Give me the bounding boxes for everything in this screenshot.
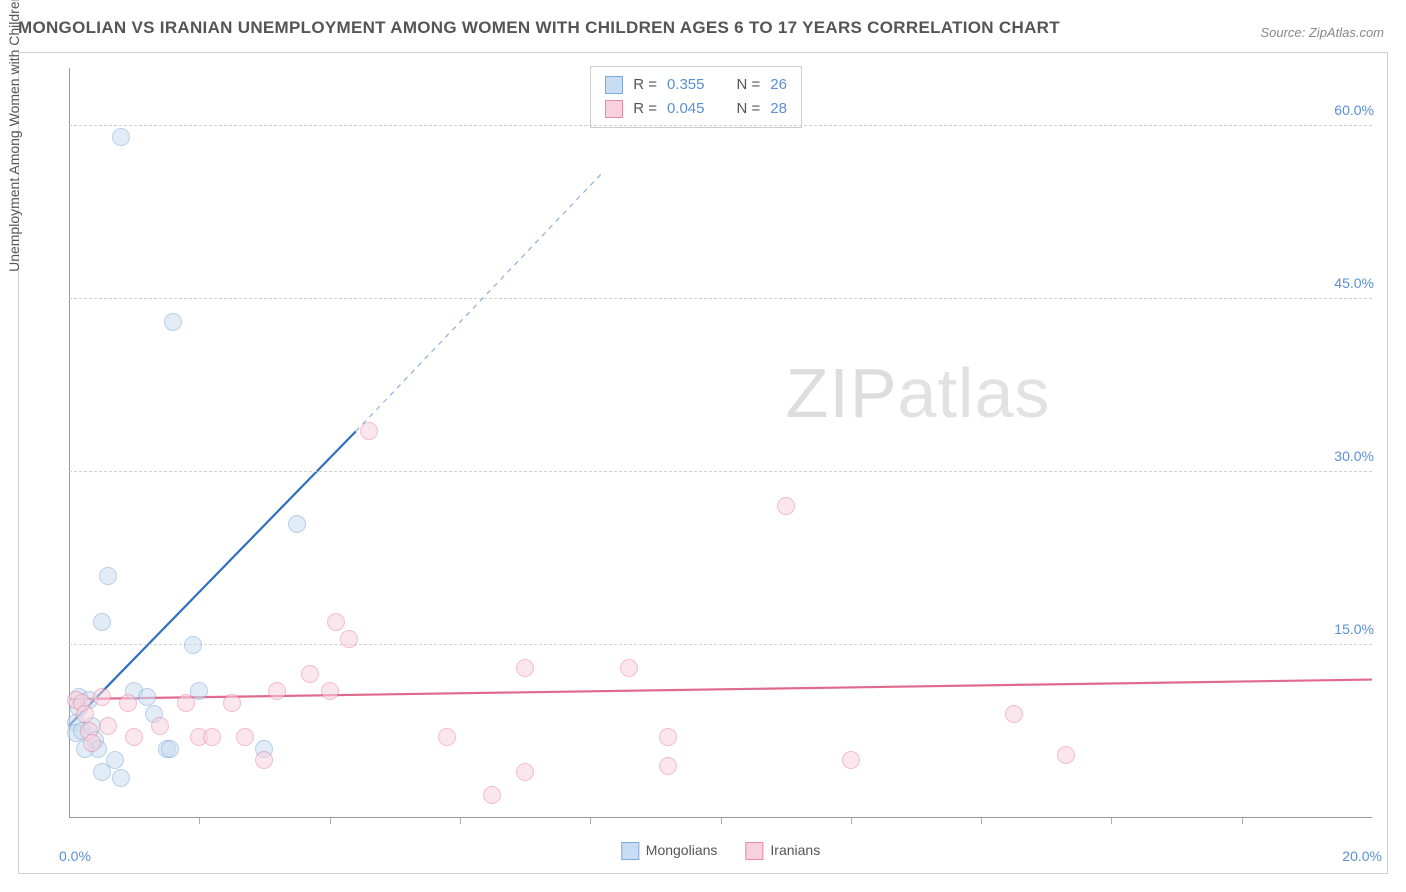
y-tick-label: 15.0% [1334,621,1374,637]
data-point [119,694,137,712]
data-point [483,786,501,804]
data-point [151,717,169,735]
x-tick [460,818,461,824]
data-point [99,717,117,735]
data-point [76,705,94,723]
x-tick [1111,818,1112,824]
data-point [93,688,111,706]
gridline-h [69,125,1372,126]
stats-r-label: R = [633,97,657,121]
data-point [1005,705,1023,723]
data-point [842,751,860,769]
stats-r-value: 0.045 [667,97,705,121]
data-point [99,567,117,585]
data-point [83,734,101,752]
data-point [112,128,130,146]
correlation-stats-box: R = 0.355 N = 26 R = 0.045 N = 28 [590,66,802,128]
x-tick [590,818,591,824]
data-point [620,659,638,677]
data-point [1057,746,1075,764]
data-point [161,740,179,758]
data-point [125,728,143,746]
watermark: ZIPatlas [786,353,1051,433]
stats-n-label: N = [737,73,761,97]
legend-swatch [745,842,763,860]
data-point [268,682,286,700]
gridline-h [69,471,1372,472]
trend-line [69,680,1372,700]
source-attribution: Source: ZipAtlas.com [1260,25,1384,40]
y-axis-label: Unemployment Among Women with Children A… [6,0,22,272]
stats-n-label: N = [737,97,761,121]
stats-swatch [605,100,623,118]
gridline-h [69,644,1372,645]
data-point [321,682,339,700]
x-tick [851,818,852,824]
data-point [659,728,677,746]
legend-swatch [621,842,639,860]
data-point [93,613,111,631]
trend-line-dashed [356,172,604,432]
data-point [438,728,456,746]
data-point [184,636,202,654]
data-point [516,659,534,677]
data-point [106,751,124,769]
data-point [164,313,182,331]
data-point [288,515,306,533]
data-point [223,694,241,712]
y-tick-label: 45.0% [1334,275,1374,291]
plot-area: ZIPatlas R =0.355N =26R =0.045N =28 0.0%… [69,68,1372,818]
data-point [516,763,534,781]
x-tick [1242,818,1243,824]
watermark-atlas: atlas [898,354,1051,432]
gridline-h [69,298,1372,299]
data-point [360,422,378,440]
data-point [138,688,156,706]
stats-n-value: 26 [770,73,787,97]
stats-row: R = 0.045 N = 28 [605,97,787,121]
data-point [659,757,677,775]
data-point [777,497,795,515]
legend: Mongolians Iranians [621,842,820,860]
stats-swatch [605,76,623,94]
stats-row: R = 0.355 N = 26 [605,73,787,97]
x-axis-end-label: 20.0% [1342,848,1382,864]
stats-n-value: 28 [770,97,787,121]
x-tick [721,818,722,824]
data-point [255,751,273,769]
trend-lines-layer [69,68,1372,818]
stats-r-value: 0.355 [667,73,705,97]
data-point [112,769,130,787]
data-point [340,630,358,648]
x-tick [199,818,200,824]
x-tick [330,818,331,824]
y-tick-label: 60.0% [1334,102,1374,118]
chart-title: MONGOLIAN VS IRANIAN UNEMPLOYMENT AMONG … [18,18,1060,38]
legend-item: Iranians [745,842,820,860]
x-axis-origin-label: 0.0% [59,848,91,864]
plot-frame: Unemployment Among Women with Children A… [18,52,1388,874]
data-point [327,613,345,631]
data-point [177,694,195,712]
watermark-zip: ZIP [786,354,898,432]
data-point [203,728,221,746]
data-point [236,728,254,746]
x-tick [981,818,982,824]
legend-label: Iranians [770,842,820,858]
y-tick-label: 30.0% [1334,448,1374,464]
stats-r-label: R = [633,73,657,97]
data-point [301,665,319,683]
legend-label: Mongolians [646,842,718,858]
legend-item: Mongolians [621,842,718,860]
